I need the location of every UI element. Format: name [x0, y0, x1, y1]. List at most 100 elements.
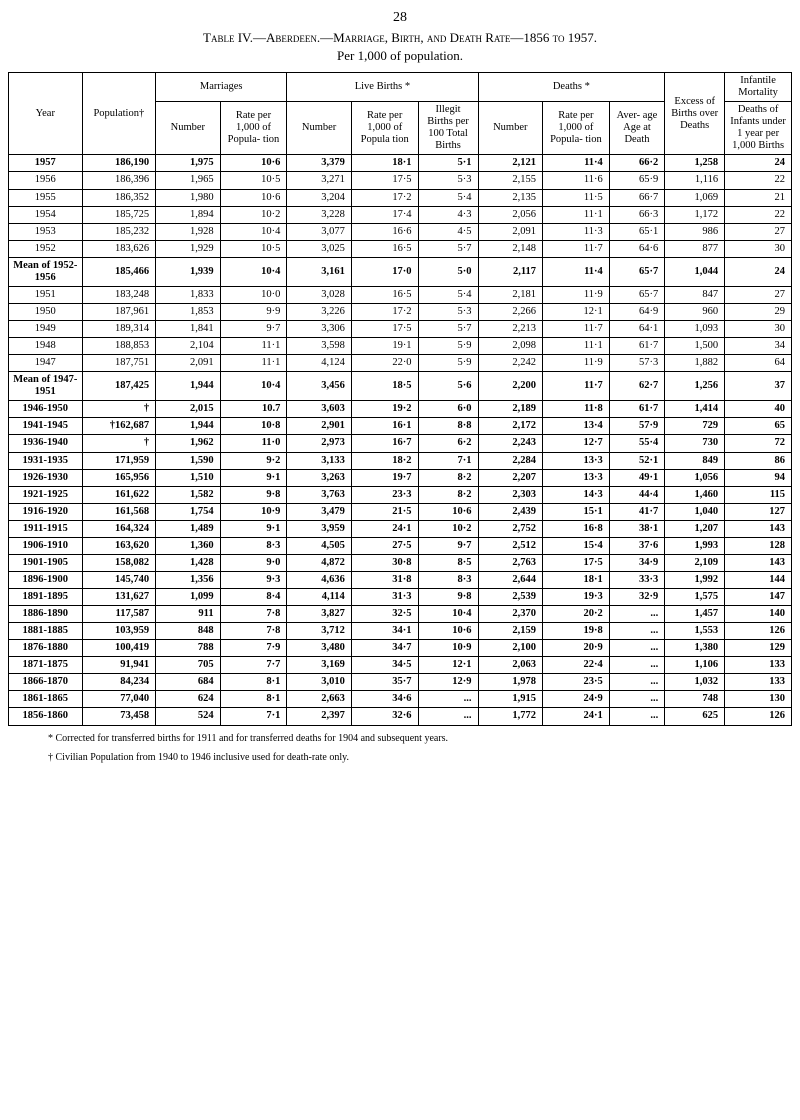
cell-birth-number: 3,010 — [287, 674, 351, 691]
cell-illegit: 12·1 — [418, 657, 478, 674]
cell-aver-age: 65·7 — [609, 257, 664, 286]
cell-aver-age: ... — [609, 606, 664, 623]
table-row: 1861-186577,0406248·12,66334·6...1,91524… — [9, 691, 792, 708]
cell-marriage-rate: 10·2 — [220, 206, 287, 223]
cell-excess: 1,992 — [665, 571, 725, 588]
cell-marriage-rate: 10·8 — [220, 418, 287, 435]
cell-birth-rate: 17·2 — [351, 303, 418, 320]
cell-marriage-rate: 10·4 — [220, 372, 287, 401]
cell-excess: 1,258 — [665, 155, 725, 172]
cell-infant-mortality: 21 — [725, 189, 792, 206]
table-row: 1950187,9611,8539·93,22617·25·32,26612·1… — [9, 303, 792, 320]
cell-birth-number: 3,456 — [287, 372, 351, 401]
cell-year: 1901-1905 — [9, 554, 83, 571]
cell-marriage-rate: 7·8 — [220, 606, 287, 623]
cell-birth-number: 3,133 — [287, 452, 351, 469]
cell-excess: 1,553 — [665, 623, 725, 640]
cell-birth-number: 3,827 — [287, 606, 351, 623]
cell-death-rate: 11·7 — [543, 240, 610, 257]
cell-death-rate: 11·3 — [543, 223, 610, 240]
cell-infant-mortality: 30 — [725, 240, 792, 257]
cell-marriage-rate: 9·8 — [220, 486, 287, 503]
cell-year: 1946-1950 — [9, 401, 83, 418]
cell-illegit: 12·9 — [418, 674, 478, 691]
table-row: 1901-1905158,0821,4289·04,87230·88·52,76… — [9, 554, 792, 571]
cell-year: 1866-1870 — [9, 674, 83, 691]
cell-illegit: 9·7 — [418, 537, 478, 554]
cell-aver-age: 64·9 — [609, 303, 664, 320]
cell-marriage-rate: 11·1 — [220, 355, 287, 372]
cell-excess: 849 — [665, 452, 725, 469]
cell-marriage-rate: 9·7 — [220, 321, 287, 338]
cell-aver-age: 66·3 — [609, 206, 664, 223]
cell-marriage-number: 1,510 — [156, 469, 220, 486]
cell-birth-number: 2,901 — [287, 418, 351, 435]
cell-marriage-rate: 10·4 — [220, 257, 287, 286]
cell-marriage-rate: 10·4 — [220, 223, 287, 240]
header-deaths: Deaths * — [478, 73, 665, 102]
cell-infant-mortality: 27 — [725, 223, 792, 240]
cell-marriage-number: 1,894 — [156, 206, 220, 223]
cell-birth-rate: 21·5 — [351, 503, 418, 520]
cell-population: 187,751 — [82, 355, 156, 372]
cell-population: 117,587 — [82, 606, 156, 623]
cell-marriage-number: 1,944 — [156, 372, 220, 401]
cell-aver-age: 38·1 — [609, 520, 664, 537]
cell-excess: 2,109 — [665, 554, 725, 571]
cell-marriage-number: 1,975 — [156, 155, 220, 172]
cell-population: 161,568 — [82, 503, 156, 520]
cell-infant-mortality: 37 — [725, 372, 792, 401]
table-row: 1921-1925161,6221,5829·83,76323·38·22,30… — [9, 486, 792, 503]
cell-marriage-number: 1,833 — [156, 286, 220, 303]
cell-year: 1953 — [9, 223, 83, 240]
cell-infant-mortality: 29 — [725, 303, 792, 320]
cell-birth-rate: 16·6 — [351, 223, 418, 240]
cell-excess: 1,882 — [665, 355, 725, 372]
table-body: 1957186,1901,97510·63,37918·15·12,12111·… — [9, 155, 792, 725]
cell-population: 187,425 — [82, 372, 156, 401]
cell-illegit: ... — [418, 708, 478, 725]
header-aver-age: Aver- age Age at Death — [609, 102, 664, 155]
cell-aver-age: ... — [609, 623, 664, 640]
cell-marriage-number: 2,015 — [156, 401, 220, 418]
cell-marriage-number: 684 — [156, 674, 220, 691]
cell-birth-number: 3,480 — [287, 640, 351, 657]
cell-year: 1856-1860 — [9, 708, 83, 725]
cell-death-number: 2,644 — [478, 571, 542, 588]
cell-birth-number: 3,271 — [287, 172, 351, 189]
cell-death-rate: 20·2 — [543, 606, 610, 623]
cell-marriage-number: 705 — [156, 657, 220, 674]
cell-excess: 1,044 — [665, 257, 725, 286]
cell-aver-age: 41·7 — [609, 503, 664, 520]
cell-marriage-number: 1,980 — [156, 189, 220, 206]
cell-aver-age: 49·1 — [609, 469, 664, 486]
cell-birth-number: 3,077 — [287, 223, 351, 240]
cell-marriage-rate: 10.7 — [220, 401, 287, 418]
cell-year: 1911-1915 — [9, 520, 83, 537]
cell-illegit: 8·3 — [418, 571, 478, 588]
cell-death-number: 2,117 — [478, 257, 542, 286]
cell-illegit: 5·9 — [418, 338, 478, 355]
cell-illegit: 10·2 — [418, 520, 478, 537]
cell-year: 1861-1865 — [9, 691, 83, 708]
cell-marriage-number: 1,929 — [156, 240, 220, 257]
cell-year: 1881-1885 — [9, 623, 83, 640]
table-row: 1948188,8532,10411·13,59819·15·92,09811·… — [9, 338, 792, 355]
cell-birth-rate: 16·5 — [351, 240, 418, 257]
table-row: 1886-1890117,5879117·83,82732·510·42,370… — [9, 606, 792, 623]
cell-excess: 1,575 — [665, 589, 725, 606]
cell-excess: 748 — [665, 691, 725, 708]
cell-marriage-number: 1,754 — [156, 503, 220, 520]
cell-death-rate: 19·3 — [543, 589, 610, 606]
cell-excess: 1,256 — [665, 372, 725, 401]
cell-marriage-rate: 8·3 — [220, 537, 287, 554]
table-header: Year Population† Marriages Live Births *… — [9, 73, 792, 155]
cell-birth-rate: 17·0 — [351, 257, 418, 286]
cell-death-number: 2,063 — [478, 657, 542, 674]
cell-marriage-number: 1,489 — [156, 520, 220, 537]
cell-population: 185,232 — [82, 223, 156, 240]
cell-death-number: 1,915 — [478, 691, 542, 708]
cell-birth-number: 3,712 — [287, 623, 351, 640]
cell-excess: 1,093 — [665, 321, 725, 338]
table-row: 1947187,7512,09111·14,12422·05·92,24211·… — [9, 355, 792, 372]
